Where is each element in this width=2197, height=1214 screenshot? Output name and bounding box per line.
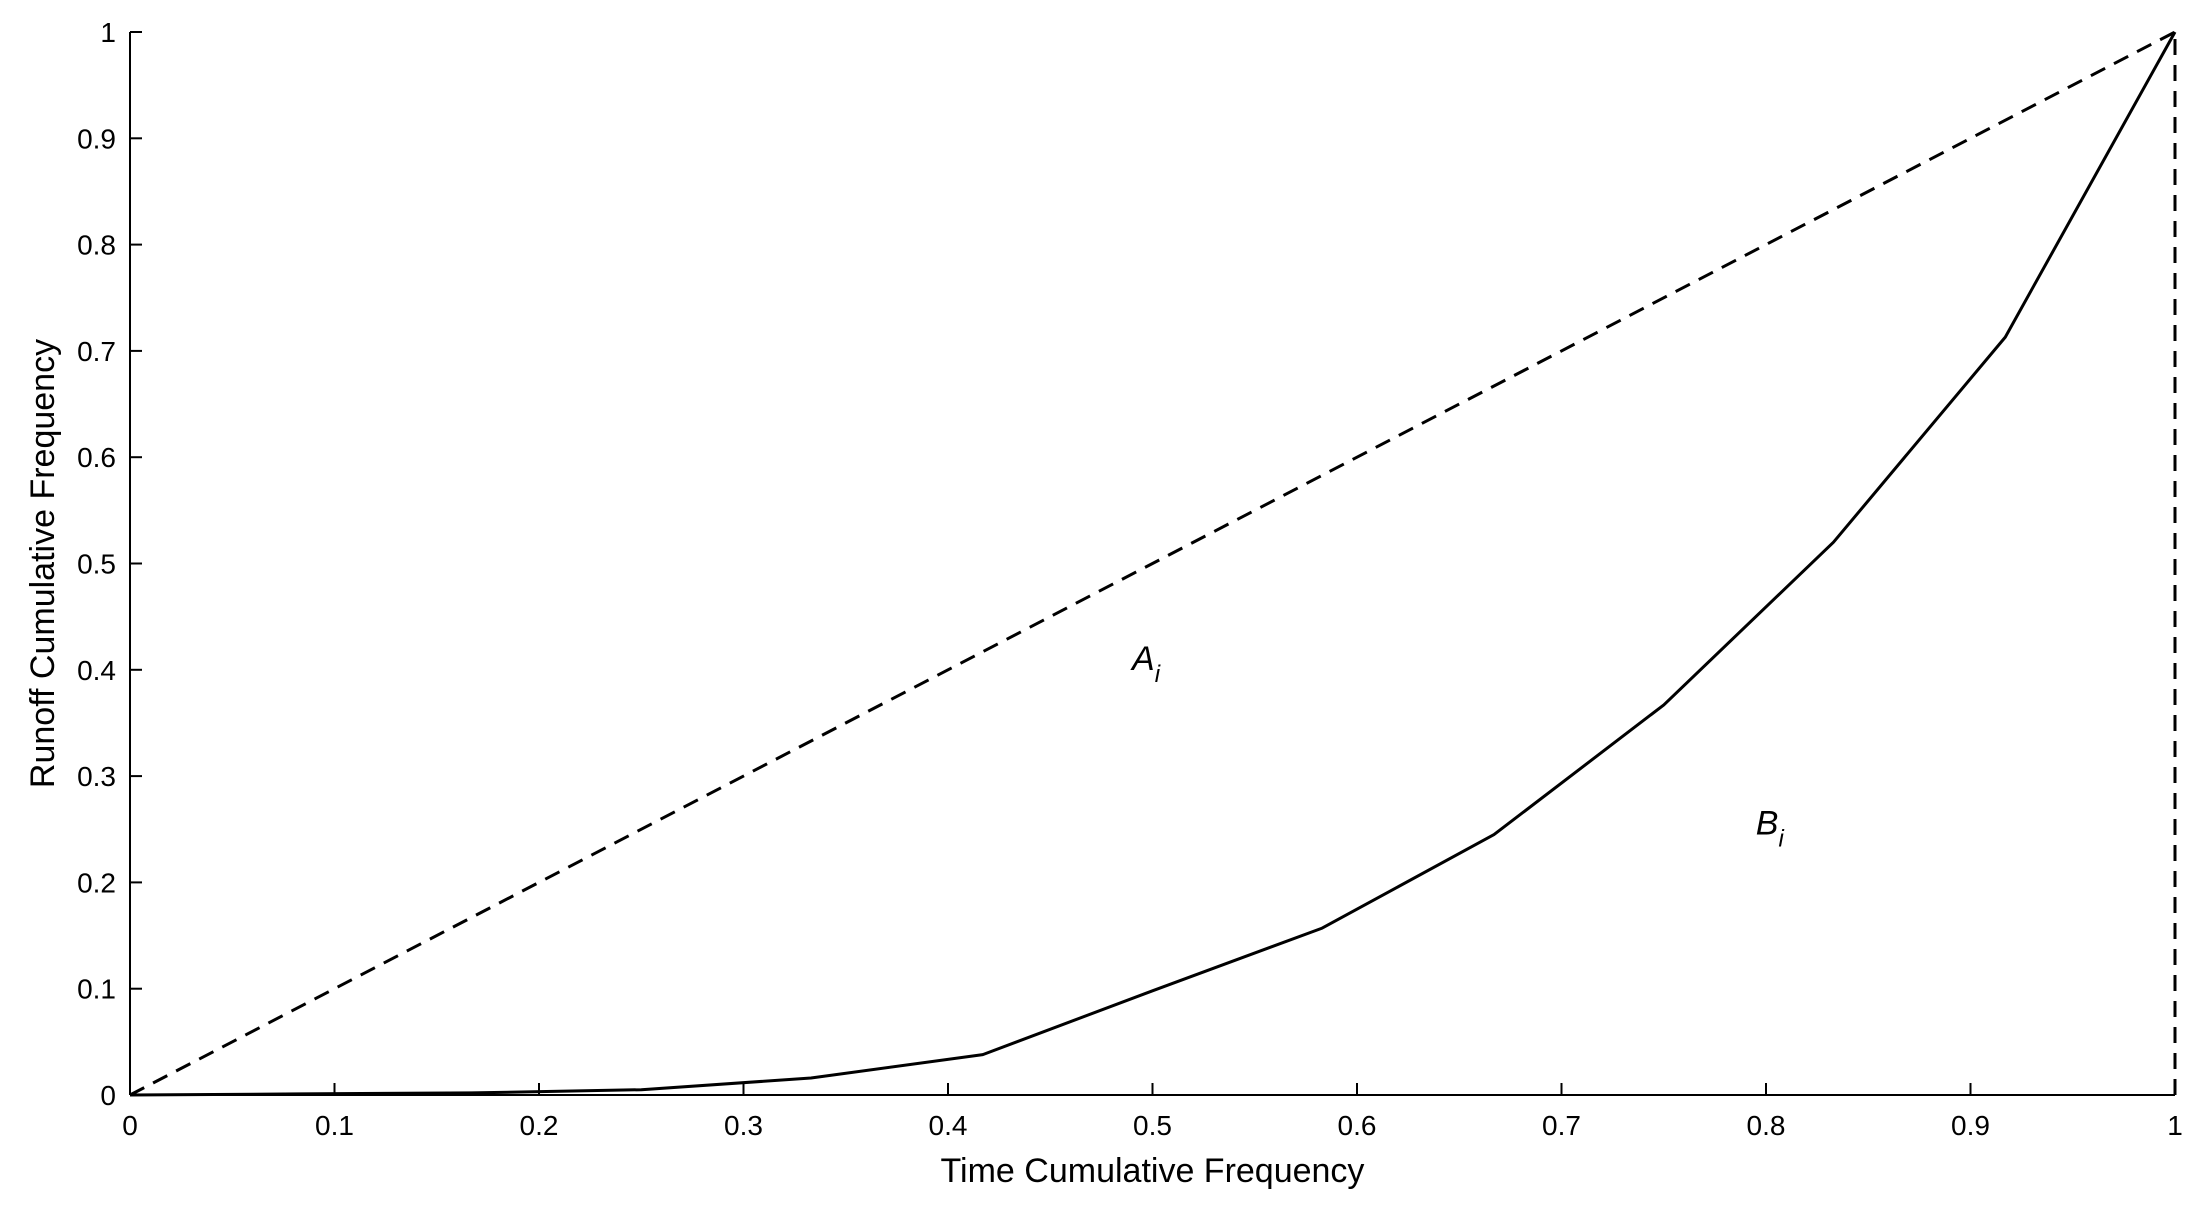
- series: [129, 30, 2177, 1097]
- y-tick-label: 1: [100, 17, 116, 48]
- y-tick-label: 0.4: [77, 655, 116, 686]
- annotation-base: B: [1756, 805, 1779, 843]
- x-tick-label: 0: [122, 1110, 138, 1141]
- annotation-subscript: i: [1778, 826, 1784, 853]
- y-tick-label: 0.2: [77, 867, 116, 898]
- x-tick-label: 0.9: [1951, 1110, 1990, 1141]
- y-tick-label: 0.1: [77, 974, 116, 1005]
- y-tick-label: 0.7: [77, 336, 116, 367]
- x-axis-title: Time Cumulative Frequency: [941, 1152, 1365, 1190]
- series-line-0: [129, 30, 2176, 1097]
- y-tick-label: 0.8: [77, 230, 116, 261]
- y-tick-label: 0: [100, 1080, 116, 1111]
- y-tick-label: 0.9: [77, 123, 116, 154]
- series-line-1: [129, 31, 2177, 1097]
- x-tick-label: 0.7: [1542, 1110, 1581, 1141]
- x-tick-label: 0.5: [1133, 1110, 1172, 1141]
- y-tick-label: 0.5: [77, 549, 116, 580]
- x-tick-label: 0.4: [929, 1110, 968, 1141]
- x-tick-label: 0.3: [724, 1110, 763, 1141]
- x-tick-label: 0.6: [1338, 1110, 1377, 1141]
- y-tick-label: 0.6: [77, 442, 116, 473]
- annotation-base: A: [1130, 640, 1155, 678]
- x-tick-label: 0.1: [315, 1110, 354, 1141]
- x-tick-label: 1: [2167, 1110, 2183, 1141]
- ticks: 0 0.1 0.2 0.3 0.4 0.5 0.6 0.7 0.8 0.9 1 0 0.1 0.2 0.3 0…: [77, 17, 2183, 1141]
- x-tick-label: 0.8: [1747, 1110, 1786, 1141]
- y-axis-title: Runoff Cumulative Frequency: [24, 339, 62, 788]
- annotation-label: Bi: [1756, 805, 1785, 853]
- y-tick-label: 0.3: [77, 761, 116, 792]
- annotation-label: Ai: [1130, 640, 1161, 688]
- x-tick-label: 0.2: [520, 1110, 559, 1141]
- annotation-subscript: i: [1155, 661, 1161, 688]
